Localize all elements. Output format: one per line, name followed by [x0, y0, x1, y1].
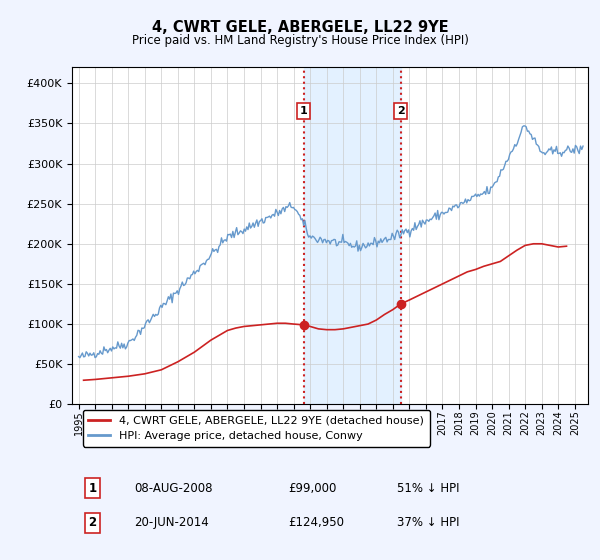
Text: 2: 2: [89, 516, 97, 529]
Text: £99,000: £99,000: [289, 482, 337, 494]
Text: 2: 2: [397, 106, 404, 116]
Text: 08-AUG-2008: 08-AUG-2008: [134, 482, 212, 494]
Text: 20-JUN-2014: 20-JUN-2014: [134, 516, 209, 529]
Text: 51% ↓ HPI: 51% ↓ HPI: [397, 482, 460, 494]
Text: £124,950: £124,950: [289, 516, 345, 529]
Text: 37% ↓ HPI: 37% ↓ HPI: [397, 516, 460, 529]
Text: 1: 1: [299, 106, 307, 116]
Text: 1: 1: [89, 482, 97, 494]
Text: 4, CWRT GELE, ABERGELE, LL22 9YE: 4, CWRT GELE, ABERGELE, LL22 9YE: [152, 20, 448, 35]
Bar: [304, 67, 401, 404]
Text: Price paid vs. HM Land Registry's House Price Index (HPI): Price paid vs. HM Land Registry's House …: [131, 34, 469, 46]
Legend: 4, CWRT GELE, ABERGELE, LL22 9YE (detached house), HPI: Average price, detached : 4, CWRT GELE, ABERGELE, LL22 9YE (detach…: [83, 410, 430, 446]
